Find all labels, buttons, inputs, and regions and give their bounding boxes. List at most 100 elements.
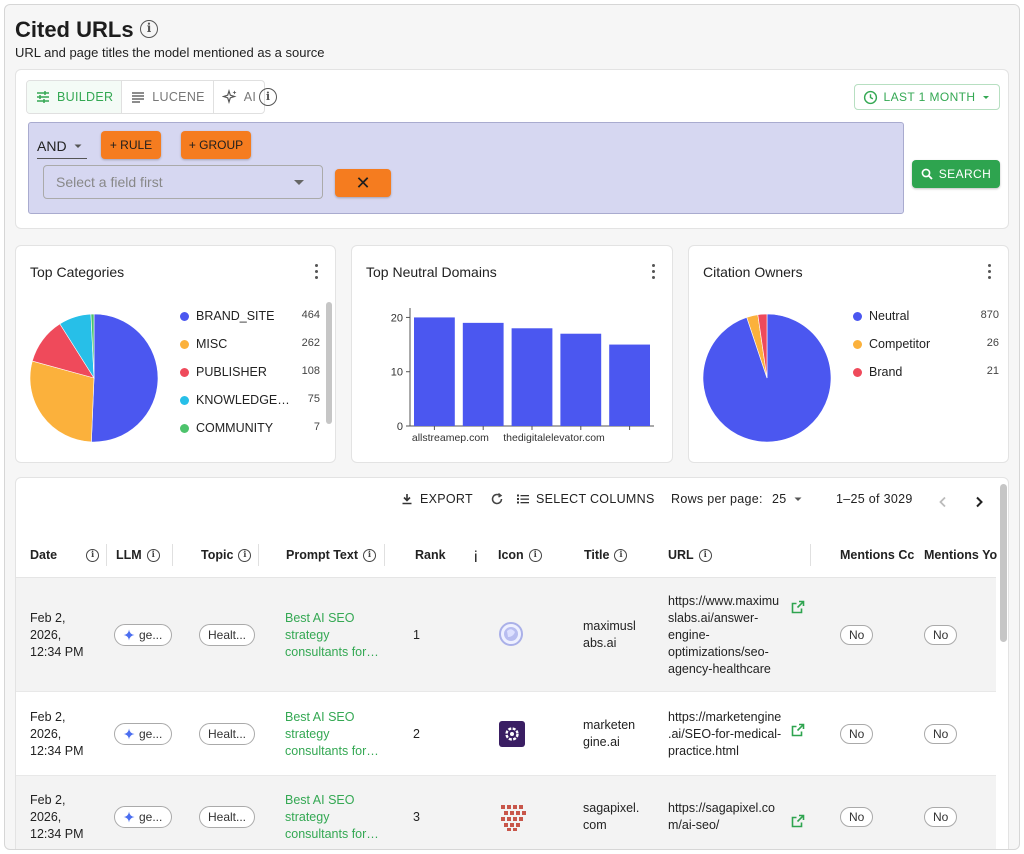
citation-owners-pie (702, 313, 832, 443)
combinator-select[interactable]: AND (37, 133, 87, 159)
column-header-topic[interactable]: Topic i (201, 548, 252, 562)
column-header-rank[interactable]: Rank (415, 548, 446, 562)
topic-chip[interactable]: Healt... (199, 806, 256, 828)
more-vert-icon[interactable] (988, 264, 992, 280)
pie-slice-brand[interactable] (757, 313, 768, 379)
add-rule-button[interactable]: + RULE (101, 131, 161, 159)
legend-item[interactable]: Competitor (853, 336, 930, 352)
pie-slice-misc[interactable] (29, 360, 95, 443)
column-header-date[interactable]: Date i (30, 548, 100, 562)
bar[interactable] (462, 322, 504, 426)
prompt-text-cell[interactable]: Best AI SEO strategy consultants for… (285, 610, 379, 661)
date-cell: Feb 2, 2026, 12:34 PM (30, 610, 84, 661)
column-header-prompt-text[interactable]: Prompt Text i (286, 548, 376, 562)
open-link-icon[interactable] (791, 600, 805, 614)
refresh-icon[interactable] (490, 492, 504, 506)
llm-chip[interactable]: ge... (114, 806, 172, 828)
column-header-mentions-cc[interactable]: Mentions Cc (840, 548, 914, 562)
column-separator[interactable] (258, 544, 259, 566)
export-button[interactable]: EXPORT (400, 492, 473, 506)
page-subtitle: URL and page titles the model mentioned … (15, 45, 325, 60)
column-separator[interactable] (384, 544, 385, 566)
column-separator[interactable] (172, 544, 173, 566)
column-header-title[interactable]: Title i (584, 548, 628, 562)
table-row[interactable]: Feb 2, 2026, 12:34 PM ge... Healt... Best AI … (16, 692, 996, 776)
legend-item[interactable]: COMMUNITY (180, 420, 273, 436)
query-mode-info-icon[interactable]: i (259, 88, 277, 106)
legend-item[interactable]: Brand (853, 364, 902, 380)
tab-lucene[interactable]: LUCENE (122, 81, 214, 113)
mentions-competitor-chip: No (840, 625, 874, 645)
info-icon[interactable]: i (146, 548, 160, 562)
prev-page-button[interactable] (938, 496, 948, 508)
column-header-llm[interactable]: LLM i (116, 548, 160, 562)
date-cell-line: 2026, (30, 809, 62, 824)
legend-item[interactable]: Neutral (853, 308, 909, 324)
add-group-button[interactable]: + GROUP (181, 131, 251, 159)
gemini-icon (123, 629, 135, 641)
topic-chip[interactable]: Healt... (199, 723, 256, 745)
pie-slice-brand-site[interactable] (91, 313, 159, 443)
time-range-select[interactable]: LAST 1 MONTH (854, 84, 1000, 110)
info-icon[interactable]: i (238, 548, 252, 562)
column-separator[interactable] (810, 544, 811, 566)
top-categories-card: Top Categories BRAND_SITE 464 MISC 262 PUBLI… (15, 245, 336, 463)
title-cell-line: marketen (583, 718, 636, 732)
info-icon[interactable]: i (698, 548, 712, 562)
legend-dot (853, 311, 862, 321)
clock-icon (863, 90, 877, 104)
legend-item[interactable]: KNOWLEDGE… (180, 392, 290, 408)
table-scrollbar[interactable] (1000, 484, 1007, 642)
info-icon[interactable]: i (528, 548, 542, 562)
column-header-icon[interactable]: Icon i (498, 548, 542, 562)
tab-ai[interactable]: AI (214, 81, 264, 113)
title-info-icon[interactable]: i (140, 20, 158, 38)
table-row[interactable]: Feb 2, 2026, 12:34 PM ge... Healt... Best AI … (16, 776, 996, 849)
search-icon (921, 168, 933, 180)
legend-item[interactable]: MISC (180, 336, 227, 352)
top-domains-card: Top Neutral Domains 0 10 20 allstreamep.com… (351, 245, 673, 463)
info-icon[interactable]: i (363, 548, 376, 562)
column-header-label: Date (30, 548, 58, 562)
legend-label: BRAND_SITE (196, 309, 275, 323)
search-button[interactable]: SEARCH (912, 160, 1000, 188)
bar[interactable] (560, 333, 602, 426)
info-icon[interactable]: i (614, 548, 628, 562)
legend-label: Brand (869, 365, 903, 379)
more-vert-icon[interactable] (652, 264, 656, 280)
select-columns-button[interactable]: SELECT COLUMNS (516, 492, 655, 506)
llm-chip[interactable]: ge... (114, 624, 172, 646)
pie-slice-neutral[interactable] (702, 313, 832, 443)
table-row[interactable]: Feb 2, 2026, 12:34 PM ge... Healt... Best AI … (16, 578, 996, 692)
bar[interactable] (609, 344, 650, 426)
prompt-text-cell[interactable]: Best AI SEO strategy consultants for… (285, 709, 379, 760)
rank-cell: 2 (413, 727, 420, 741)
next-page-button[interactable] (974, 496, 984, 508)
legend-label: Neutral (869, 309, 910, 323)
open-link-icon[interactable] (791, 814, 805, 828)
column-header-label: LLM (116, 548, 142, 562)
remove-rule-button[interactable]: ✕ (335, 169, 391, 197)
pie-slice-community[interactable] (90, 313, 95, 379)
info-icon[interactable]: i (474, 549, 478, 566)
bar[interactable] (414, 317, 455, 426)
info-icon[interactable]: i (86, 548, 100, 562)
tab-builder-label: BUILDER (57, 90, 114, 104)
llm-chip[interactable]: ge... (114, 723, 172, 745)
rows-per-page-select[interactable]: 25 (772, 492, 803, 506)
legend-scrollbar[interactable] (326, 302, 332, 424)
column-header-mentions-yo[interactable]: Mentions Yo (924, 548, 997, 562)
column-separator[interactable] (106, 544, 107, 566)
prompt-text-cell[interactable]: Best AI SEO strategy consultants for… (285, 792, 379, 843)
column-header-url[interactable]: URL i (668, 548, 712, 562)
more-vert-icon[interactable] (315, 264, 319, 280)
legend-item[interactable]: PUBLISHER (180, 364, 267, 380)
tab-builder[interactable]: BUILDER (27, 81, 123, 113)
field-select[interactable]: Select a field first (43, 165, 323, 199)
list-icon (517, 494, 529, 504)
topic-chip[interactable]: Healt... (199, 624, 256, 646)
legend-item[interactable]: BRAND_SITE (180, 308, 275, 324)
open-link-icon[interactable] (791, 723, 805, 737)
bar[interactable] (511, 328, 553, 426)
chart-title: Top Neutral Domains (366, 264, 497, 280)
